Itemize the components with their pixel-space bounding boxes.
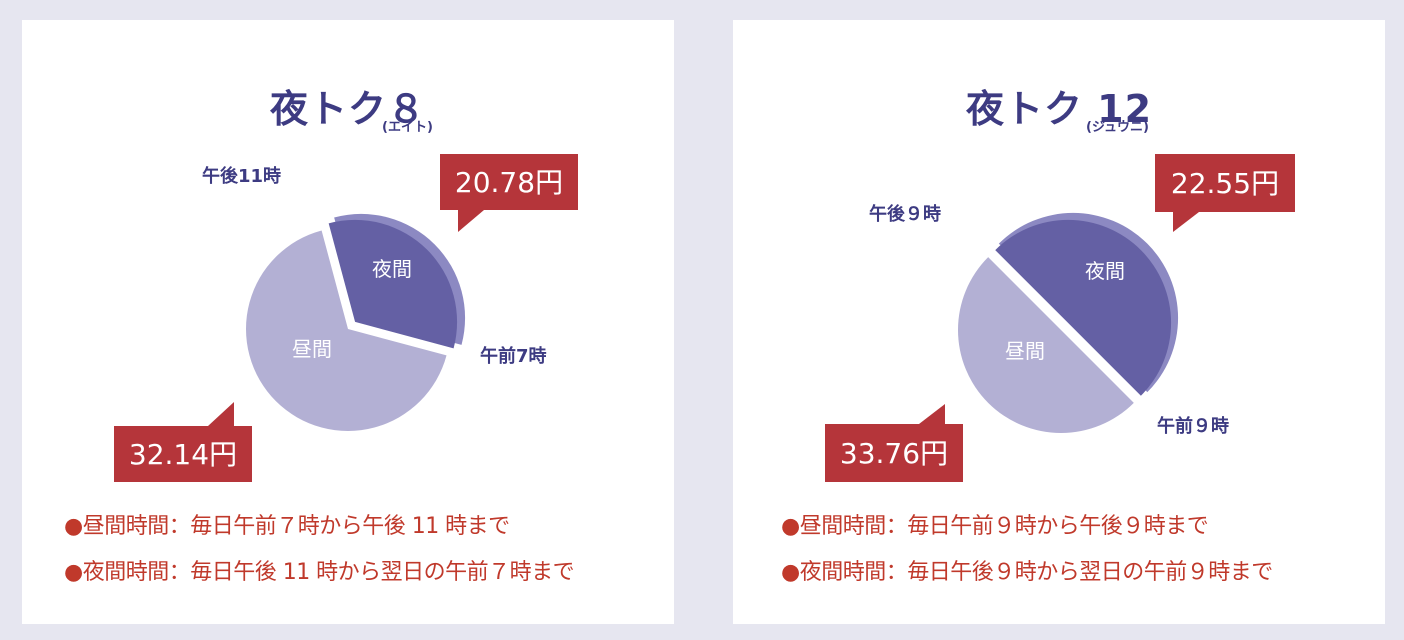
callout-tail (1173, 212, 1199, 232)
price-label: 32.14円 (129, 438, 237, 471)
legend-nighttime-text: 夜間時間：毎日午後９時から翌日の午前９時まで (799, 560, 1274, 585)
chart-title: 夜トク８ (269, 87, 426, 131)
legend-nighttime-text: 夜間時間：毎日午後 11 時から翌日の午前７時まで (82, 560, 575, 585)
pie-slice-nighttime (995, 219, 1172, 396)
time-label-night-end: 午前7時 (480, 345, 547, 367)
pie-slice-daytime (958, 257, 1134, 433)
legend-bullet-icon: ● (781, 560, 800, 585)
legend-bullet-icon: ● (64, 560, 83, 585)
slice-label-daytime: 昼間 (292, 337, 332, 361)
time-label-night-start: 午後11時 (202, 165, 281, 187)
price-callout-nighttime: 22.55円 (1155, 154, 1295, 232)
price-label: 20.78円 (455, 166, 563, 199)
callout-tail (208, 402, 234, 426)
legend-nighttime: ●夜間時間：毎日午後９時から翌日の午前９時まで (781, 554, 1273, 586)
chart-panel-yotoku12: 夜トク 12 (ジュウニ) 夜間昼間 午後９時午前９時 22.55円 33.76円 ●… (733, 20, 1385, 624)
legend-bullet-icon: ● (781, 514, 800, 539)
callout-box (825, 424, 963, 482)
slice-label-nighttime: 夜間 (1085, 259, 1125, 283)
legend-daytime-text: 昼間時間：毎日午前９時から午後９時まで (799, 514, 1209, 539)
time-label-night-end: 午前９時 (1157, 415, 1229, 437)
legend-bullet-icon: ● (64, 514, 83, 539)
price-label: 22.55円 (1171, 167, 1279, 200)
pie-slice-daytime (246, 230, 447, 431)
price-callout-daytime: 32.14円 (114, 402, 252, 482)
pie-slice-nighttime (328, 219, 458, 349)
slice-label-nighttime: 夜間 (372, 257, 412, 281)
chart-title-reading: (エイト) (382, 120, 433, 135)
callout-box (1155, 154, 1295, 212)
price-callout-daytime: 33.76円 (825, 404, 963, 482)
chart-title-reading: (ジュウニ) (1086, 120, 1149, 135)
chart-title: 夜トク 12 (965, 87, 1153, 131)
callout-box (440, 154, 578, 210)
price-callout-nighttime: 20.78円 (440, 154, 578, 232)
legend-daytime-text: 昼間時間：毎日午前７時から午後 11 時まで (82, 514, 510, 539)
chart-panel-yotoku8: 夜トク８ (エイト) 夜間 昼間 午後11時 午前7時 20.78円 32.14円 ●昼間… (22, 20, 674, 624)
callout-tail (919, 404, 945, 424)
slice-label-daytime: 昼間 (1005, 339, 1045, 363)
callout-tail (458, 210, 484, 232)
legend-nighttime: ●夜間時間：毎日午後 11 時から翌日の午前７時まで (64, 554, 575, 586)
time-label-night-start: 午後９時 (869, 203, 941, 225)
price-label: 33.76円 (840, 437, 948, 470)
callout-box (114, 426, 252, 482)
legend-daytime: ●昼間時間：毎日午前７時から午後 11 時まで (64, 508, 510, 540)
legend-daytime: ●昼間時間：毎日午前９時から午後９時まで (781, 508, 1209, 540)
